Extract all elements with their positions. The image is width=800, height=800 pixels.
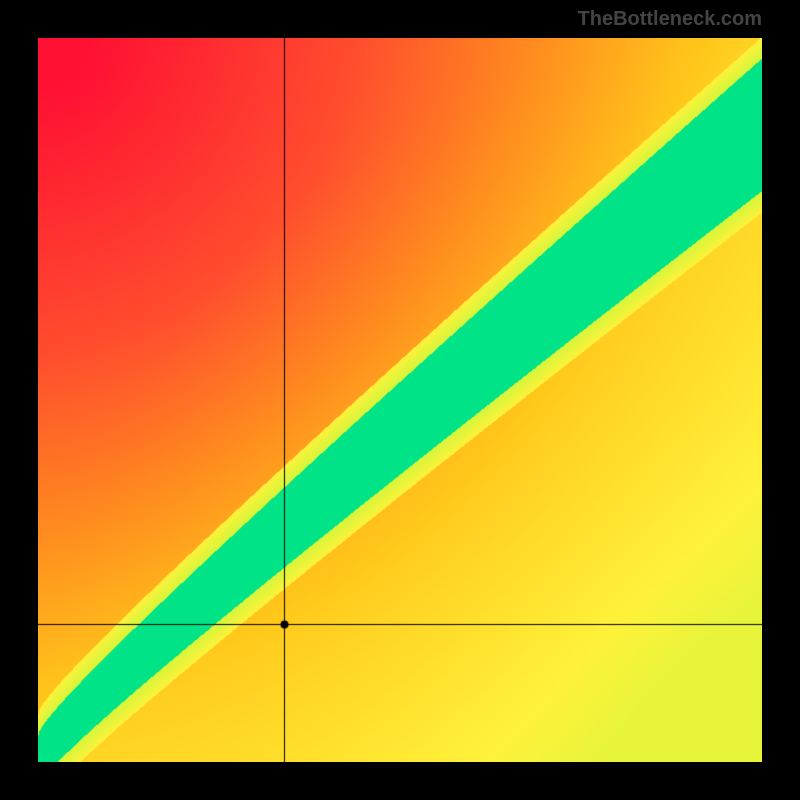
plot-area [38, 38, 762, 762]
bottleneck-heatmap [38, 38, 762, 762]
watermark-text: TheBottleneck.com [578, 8, 762, 31]
